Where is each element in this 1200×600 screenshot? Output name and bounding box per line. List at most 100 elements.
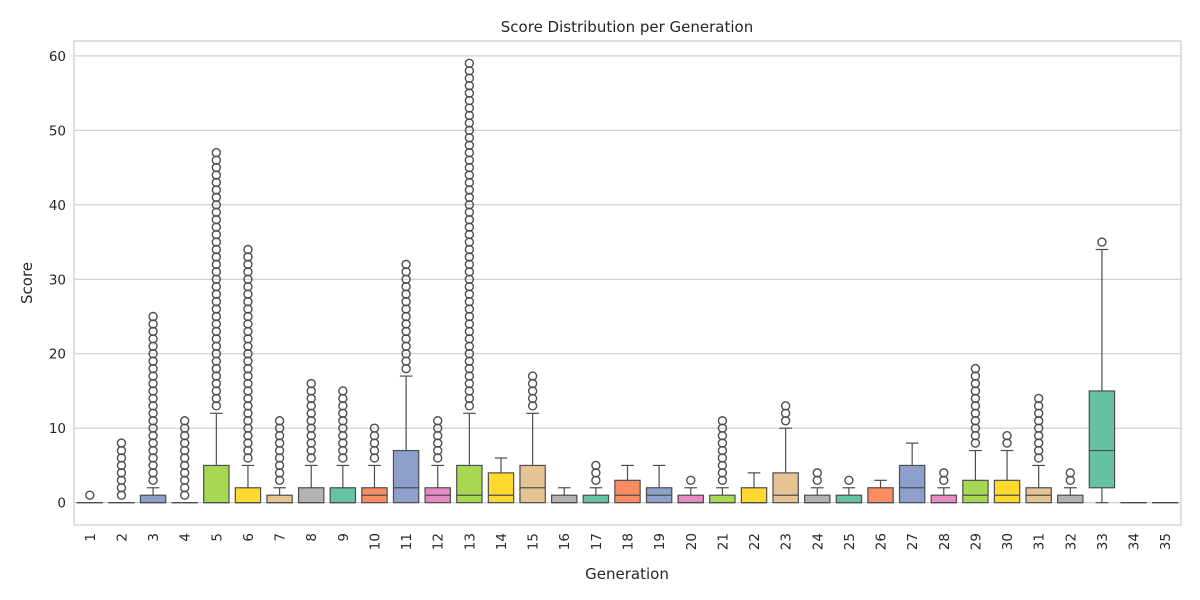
box-gen-20 [677,475,705,504]
outlier-point [274,416,285,426]
box-gen-2 [108,438,135,504]
x-tick-label: 30 [1000,533,1016,550]
box-gen-12 [424,416,451,504]
outlier-point [179,416,190,426]
outlier-point [1065,468,1076,478]
x-tick-labels: 1 2 3 4 5 6 7 8 9 10 11 12 13 14 15 16 17 18 19 20 21 22 23 24 2… [83,533,1174,550]
outlier-point [939,468,949,478]
outlier-point [401,259,411,270]
box-gen-3 [139,311,167,504]
plot-frame [73,40,1182,526]
box-gen-15 [519,371,546,504]
x-tick-label: 32 [1063,533,1079,550]
chart-title: Score Distribution per Generation [501,18,753,36]
outlier-point [148,311,158,322]
outlier-point [116,438,127,448]
box-gen-5 [203,147,230,504]
outlier-point [717,416,728,426]
box-body [234,487,262,504]
x-tick-label: 6 [241,533,257,542]
box-gen-23 [772,401,799,504]
outlier-point [591,460,601,471]
box-body [582,494,610,504]
outlier-point [1002,430,1012,441]
x-tick-label: 1 [83,533,99,542]
outlier-point [369,423,380,433]
outlier-point [780,401,791,411]
gridlines [74,55,1181,504]
box-gen-24 [804,468,831,504]
x-tick-label: 21 [715,533,731,550]
x-tick-label: 28 [937,533,953,550]
box-body [139,494,167,504]
box-gen-28 [930,468,958,504]
box-gen-29 [962,363,989,504]
outlier-point [338,386,348,396]
box-gen-9 [329,386,357,504]
x-tick-label: 35 [1158,533,1174,550]
box-gen-11 [392,259,420,504]
outlier-point [844,475,854,486]
box-gen-10 [361,423,388,504]
boxes [76,58,1179,504]
box-gen-16 [550,487,578,504]
x-tick-label: 3 [146,533,162,542]
x-tick-label: 23 [779,533,795,550]
box-body [930,494,958,504]
box-body [614,479,641,504]
x-tick-label: 16 [557,533,573,550]
y-tick-label: 30 [49,272,66,288]
x-axis-label: Generation [585,565,669,583]
box-body [392,449,420,504]
x-tick-label: 33 [1095,533,1111,550]
y-axis-label: Score [18,262,36,304]
outlier-point [433,416,443,426]
box-body [993,479,1021,504]
outlier-point [812,468,822,478]
box-gen-32 [1057,468,1084,504]
box-gen-7 [266,416,293,504]
box-body [329,487,357,504]
box-gen-26 [867,479,894,504]
x-tick-label: 9 [336,533,352,542]
box-gen-30 [993,430,1021,504]
x-tick-label: 14 [494,533,510,550]
box-gen-13 [456,58,483,504]
box-gen-27 [898,442,926,504]
box-gen-14 [487,457,515,504]
x-tick-label: 18 [621,533,637,550]
x-tick-label: 34 [1127,533,1143,550]
box-body [203,464,230,504]
box-gen-31 [1025,393,1052,504]
x-tick-label: 15 [526,533,542,550]
box-gen-33 [1088,237,1116,504]
outlier-point [243,244,253,255]
outlier-point [1033,393,1044,404]
box-body [677,494,705,504]
box-body [740,487,768,504]
outlier-point [970,363,981,374]
outlier-point [211,147,222,158]
box-gen-19 [645,464,673,504]
box-body [487,472,515,504]
box-gen-8 [297,378,325,504]
outlier-point [527,371,538,381]
box-body [804,494,831,504]
y-tick-label: 60 [49,49,66,65]
x-tick-label: 20 [684,533,700,550]
x-tick-label: 5 [209,533,225,542]
box-gen-4 [171,416,198,504]
y-tick-label: 50 [49,123,66,139]
box-body [266,494,293,504]
x-tick-label: 24 [810,533,826,550]
x-tick-label: 13 [462,533,478,550]
box-gen-18 [614,464,641,504]
x-tick-label: 17 [589,533,605,550]
box-body [1057,494,1084,504]
box-gen-21 [709,416,736,504]
outlier-point [686,475,696,486]
x-tick-label: 22 [747,533,763,550]
box-gen-25 [835,475,863,504]
box-gen-1 [76,490,104,504]
x-tick-label: 19 [652,533,668,550]
